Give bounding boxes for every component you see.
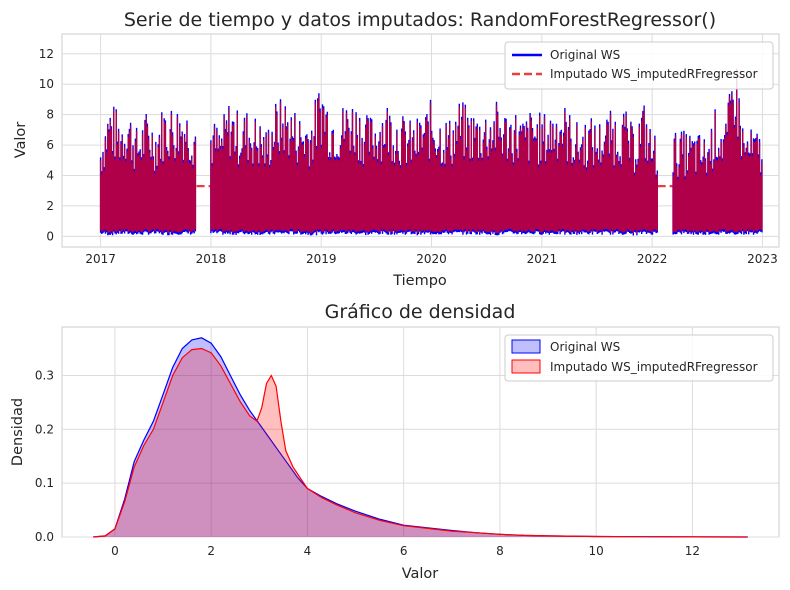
timeseries-x-tick-label: 2017 bbox=[85, 252, 116, 266]
timeseries-y-tick-label: 8 bbox=[46, 108, 54, 122]
timeseries-x-tick-label: 2018 bbox=[196, 252, 227, 266]
density-x-tick-label: 0 bbox=[111, 544, 119, 558]
density-y-tick-label: 0.2 bbox=[35, 422, 54, 436]
timeseries-overlay-spikes bbox=[672, 71, 763, 233]
timeseries-legend-box bbox=[504, 41, 774, 90]
timeseries-overlay-spikes bbox=[210, 117, 225, 233]
density-y-tick-label: 0.0 bbox=[35, 530, 54, 544]
timeseries-chart: Serie de tiempo y datos imputados: Rando… bbox=[13, 9, 780, 289]
density-legend-box bbox=[504, 334, 774, 382]
timeseries-y-ticks: 0 2 4 6 8 10 12 bbox=[39, 47, 54, 244]
density-x-axis-label: Valor bbox=[402, 566, 439, 582]
density-y-tick-label: 0.1 bbox=[35, 476, 54, 490]
timeseries-x-tick-label: 2021 bbox=[527, 252, 558, 266]
timeseries-legend: Original WS Imputado WS_imputedRFregress… bbox=[504, 41, 774, 90]
density-legend: Original WS Imputado WS_imputedRFregress… bbox=[504, 334, 774, 382]
timeseries-title: Serie de tiempo y datos imputados: Rando… bbox=[124, 9, 716, 31]
timeseries-overlay-spikes bbox=[224, 96, 658, 234]
density-x-tick-label: 2 bbox=[207, 544, 215, 558]
timeseries-x-tick-label: 2022 bbox=[637, 252, 668, 266]
density-legend-imputed-swatch bbox=[511, 359, 541, 374]
timeseries-overlay-spikes bbox=[99, 109, 197, 233]
density-x-tick-label: 10 bbox=[589, 544, 604, 558]
density-original-curve-fill bbox=[93, 337, 748, 537]
density-x-tick-label: 4 bbox=[304, 544, 312, 558]
density-y-tick-label: 0.3 bbox=[35, 368, 54, 382]
timeseries-x-ticks: 2017 2018 2019 2020 2021 2022 2023 bbox=[85, 252, 777, 266]
density-legend-original-label: Original WS bbox=[550, 340, 620, 354]
timeseries-y-tick-label: 0 bbox=[46, 229, 54, 243]
density-x-tick-label: 12 bbox=[685, 544, 700, 558]
density-legend-original-swatch bbox=[511, 339, 541, 354]
timeseries-x-tick-label: 2020 bbox=[416, 252, 447, 266]
density-imputed-curve-line bbox=[93, 347, 748, 538]
timeseries-x-tick-label: 2023 bbox=[747, 252, 778, 266]
density-x-tick-label: 8 bbox=[496, 544, 504, 558]
timeseries-y-axis-label: Valor bbox=[13, 122, 29, 159]
density-series bbox=[93, 337, 748, 538]
density-y-axis-label: Densidad bbox=[10, 398, 26, 466]
density-title: Gráfico de densidad bbox=[325, 301, 516, 323]
density-x-ticks: 0 2 4 6 8 10 12 bbox=[111, 544, 700, 558]
timeseries-legend-imputed-label: Imputado WS_imputedRFregressor bbox=[550, 67, 758, 81]
timeseries-y-tick-label: 2 bbox=[46, 199, 54, 213]
timeseries-x-tick-label: 2019 bbox=[306, 252, 337, 266]
timeseries-overlay-band bbox=[99, 71, 763, 234]
density-x-tick-label: 6 bbox=[400, 544, 408, 558]
density-y-ticks: 0.0 0.1 0.2 0.3 bbox=[35, 368, 54, 544]
density-imputed-curve-fill bbox=[93, 348, 748, 537]
timeseries-y-tick-label: 4 bbox=[46, 168, 54, 182]
timeseries-x-axis-label: Tiempo bbox=[392, 273, 447, 289]
density-legend-imputed-label: Imputado WS_imputedRFregressor bbox=[550, 360, 758, 374]
timeseries-y-tick-label: 12 bbox=[39, 47, 54, 61]
density-chart: Gráfico de densidad 0 2 4 6 8 10 12 0.00.10.20… bbox=[10, 301, 780, 582]
timeseries-y-tick-label: 6 bbox=[46, 138, 54, 152]
timeseries-series bbox=[99, 68, 763, 236]
timeseries-legend-original-label: Original WS bbox=[550, 48, 620, 62]
timeseries-y-tick-label: 10 bbox=[39, 77, 54, 91]
